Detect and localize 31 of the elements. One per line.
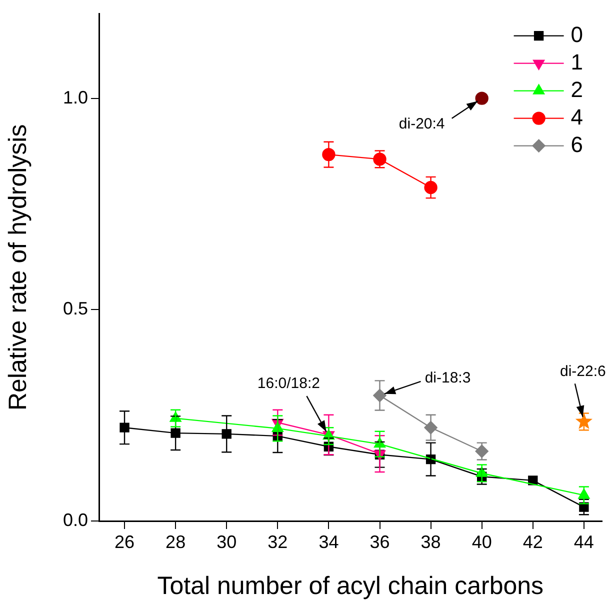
x-tick-label: 44 — [574, 532, 594, 552]
annotation: di-18:3 — [424, 370, 471, 387]
y-tick-label: 0.0 — [62, 510, 88, 530]
x-tick-label: 40 — [472, 532, 492, 552]
y-axis-title: Relative rate of hydrolysis — [4, 124, 32, 411]
y-tick-label: 0.5 — [62, 298, 88, 319]
point — [120, 422, 130, 432]
point — [528, 476, 538, 486]
annotation: di-20:4 — [398, 115, 445, 132]
x-tick-label: 38 — [420, 532, 441, 552]
legend-label: 0 — [570, 22, 584, 47]
x-tick-label: 34 — [318, 532, 339, 552]
point — [578, 488, 590, 499]
x-tick-label: 36 — [370, 532, 390, 552]
legend-label: 4 — [570, 104, 584, 130]
x-tick-label: 32 — [268, 532, 288, 552]
legend-label: 6 — [570, 132, 584, 157]
x-tick-label: 26 — [114, 532, 135, 552]
point — [170, 428, 180, 438]
x-tick-label: 28 — [166, 532, 186, 552]
point — [222, 429, 232, 439]
legend-label: 2 — [570, 76, 584, 102]
x-tick-label: 30 — [216, 532, 237, 552]
annotation: 16:0/18:2 — [257, 375, 320, 392]
point — [575, 412, 592, 429]
x-axis-title: Total number of acyl chain carbons — [157, 572, 544, 600]
point — [475, 92, 488, 105]
annotation: di-22:6 — [560, 362, 606, 380]
legend-label: 1 — [570, 49, 584, 74]
x-tick-label: 42 — [522, 532, 543, 552]
y-tick-label: 1.0 — [62, 87, 88, 108]
